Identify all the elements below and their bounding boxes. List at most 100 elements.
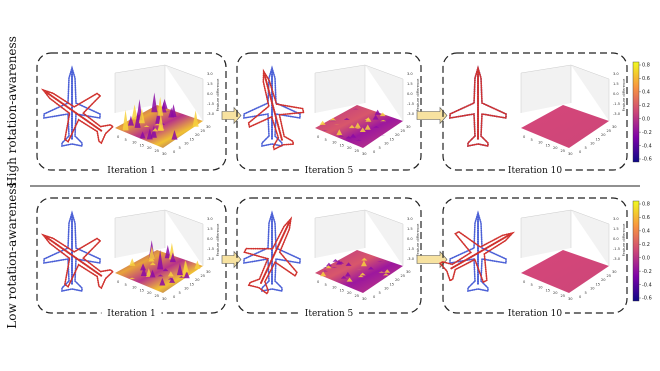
colorbar-tick-label: 0.4 bbox=[642, 90, 650, 96]
y-tick-label: 25 bbox=[201, 274, 206, 278]
y-tick-label: 15 bbox=[190, 137, 195, 141]
surface-peak bbox=[129, 258, 136, 266]
z-tick-label: 3.0 bbox=[207, 72, 213, 76]
x-tick-label: 15 bbox=[340, 288, 345, 292]
axes-box bbox=[520, 64, 610, 121]
y-tick-label: 0 bbox=[173, 150, 176, 154]
surface-peak bbox=[336, 260, 343, 265]
z-tick-label: -3.0 bbox=[207, 112, 215, 116]
row-label: High rotation-awareness bbox=[5, 36, 19, 187]
plane-outline bbox=[449, 65, 507, 147]
surface-peak bbox=[345, 136, 352, 139]
y-tick-label: 25 bbox=[607, 274, 612, 278]
z-tick-label: 1.5 bbox=[613, 82, 619, 86]
z-tick-label: -3.0 bbox=[613, 257, 621, 261]
surface-peak bbox=[332, 259, 339, 262]
x-tick-label: 25 bbox=[155, 294, 160, 298]
panel-caption: Iteration 10 bbox=[508, 166, 562, 176]
x-tick-label: 30 bbox=[362, 152, 367, 156]
x-tick-label: 0 bbox=[317, 280, 320, 284]
plane-outline bbox=[449, 210, 507, 292]
surface-peak bbox=[359, 127, 366, 133]
x-tick-label: 0 bbox=[523, 135, 526, 139]
x-tick-label: 20 bbox=[553, 291, 558, 295]
z-axis-label: Feature difference bbox=[216, 78, 220, 112]
x-tick-label: 5 bbox=[531, 283, 533, 287]
surface-peak bbox=[355, 139, 362, 141]
y-tick-label: 30 bbox=[406, 270, 411, 274]
z-tick-label: 3.0 bbox=[613, 217, 619, 221]
surface-peak bbox=[176, 263, 183, 276]
x-tick-label: 20 bbox=[147, 291, 152, 295]
colorbar-tick-label: -0.2 bbox=[642, 269, 652, 275]
surface-peak bbox=[364, 124, 371, 130]
y-tick-label: 20 bbox=[195, 133, 200, 137]
surface-peak bbox=[155, 108, 162, 124]
surface-peak bbox=[169, 277, 176, 283]
y-tick-label: 10 bbox=[184, 287, 189, 291]
z-axis-label: Feature difference bbox=[622, 78, 626, 112]
surface-peak bbox=[162, 268, 169, 272]
surface-peak bbox=[345, 282, 352, 284]
axes-box bbox=[114, 209, 204, 266]
point-cloud bbox=[40, 233, 115, 290]
y-tick-label: 20 bbox=[195, 278, 200, 282]
panel-frame bbox=[236, 197, 422, 314]
surface-peak bbox=[350, 133, 357, 138]
x-tick-label: 15 bbox=[140, 288, 145, 292]
surface-peak bbox=[374, 109, 381, 115]
surface-peak bbox=[379, 112, 386, 117]
x-tick-label: 5 bbox=[325, 138, 327, 142]
x-tick-label: 25 bbox=[355, 294, 360, 298]
surface-peak bbox=[183, 270, 190, 279]
z-tick-label: -1.5 bbox=[407, 102, 414, 106]
plane-outline bbox=[40, 88, 115, 145]
colorbar-tick-label: -0.2 bbox=[642, 130, 652, 136]
z-tick-label: 0.0 bbox=[613, 237, 619, 241]
y-tick-label: 20 bbox=[395, 133, 400, 137]
surface-peak bbox=[145, 268, 152, 277]
colorbar-tick-label: 0.4 bbox=[642, 229, 650, 235]
colorbar-tick-label: -0.4 bbox=[642, 282, 652, 288]
x-tick-label: 30 bbox=[162, 152, 167, 156]
z-tick-label: -1.5 bbox=[407, 247, 414, 251]
surface-peak bbox=[157, 249, 164, 270]
surface-peak bbox=[140, 267, 147, 276]
caption-bg bbox=[299, 307, 359, 319]
axes-box bbox=[314, 64, 404, 121]
x-tick-label: 0 bbox=[523, 280, 526, 284]
surface-peak bbox=[378, 271, 385, 273]
caption-bg bbox=[505, 307, 565, 319]
surface-peak bbox=[159, 277, 166, 286]
y-tick-label: 5 bbox=[379, 291, 381, 295]
y-tick-label: 0 bbox=[579, 150, 582, 154]
z-tick-label: -1.5 bbox=[207, 102, 214, 106]
z-tick-label: 1.5 bbox=[407, 227, 413, 231]
surface-peak bbox=[164, 245, 171, 259]
surface-peak bbox=[365, 117, 372, 122]
surface-peak bbox=[151, 92, 158, 113]
y-tick-label: 30 bbox=[206, 125, 211, 129]
z-tick-label: -3.0 bbox=[207, 257, 215, 261]
surface-peak bbox=[382, 273, 389, 276]
x-tick-label: 25 bbox=[561, 294, 566, 298]
plane-outline bbox=[247, 68, 305, 151]
surface-peak bbox=[360, 260, 367, 267]
plane-body bbox=[449, 234, 511, 270]
surface-peak bbox=[149, 262, 156, 266]
colorbar-tick-label: -0.6 bbox=[642, 157, 652, 163]
surface-peak bbox=[357, 275, 364, 278]
z-tick-label: -3.0 bbox=[407, 112, 415, 116]
panel-caption: Iteration 10 bbox=[508, 309, 562, 319]
colorbar-tick-label: -0.6 bbox=[642, 296, 652, 302]
plane-body bbox=[259, 221, 291, 286]
point-cloud bbox=[449, 210, 507, 292]
z-axis-label: Feature difference bbox=[416, 223, 420, 257]
caption-bg bbox=[505, 164, 565, 176]
arrow bbox=[416, 106, 448, 125]
z-tick-label: -1.5 bbox=[613, 102, 620, 106]
x-tick-label: 5 bbox=[125, 138, 127, 142]
surface-peak bbox=[157, 96, 164, 116]
colorbar-tick-label: 0.0 bbox=[642, 255, 650, 261]
y-tick-label: 15 bbox=[190, 282, 195, 286]
